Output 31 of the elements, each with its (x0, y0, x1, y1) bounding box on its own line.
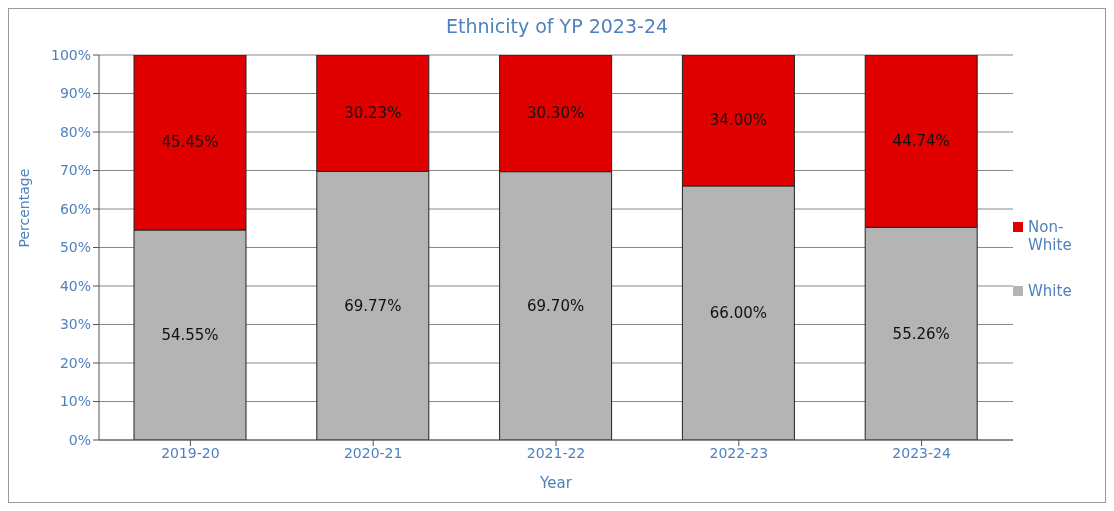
y-tick-label: 40% (59, 277, 91, 294)
data-label: 69.70% (527, 296, 585, 315)
y-tick-label: 30% (59, 316, 91, 333)
y-tick-label: 60% (59, 200, 91, 217)
y-tick-label: 0% (68, 431, 91, 448)
y-tick-label: 90% (59, 85, 91, 102)
legend-label: Non-White (1028, 217, 1073, 254)
y-tick-label: 80% (59, 123, 91, 140)
y-tick-label: 50% (59, 239, 91, 256)
data-label: 44.74% (892, 132, 950, 151)
x-axis-title: Year (539, 474, 573, 492)
y-tick-label: 20% (59, 354, 91, 371)
x-tick-label: 2021-22 (526, 444, 586, 461)
data-label: 45.45% (161, 133, 219, 152)
data-label: 55.26% (892, 324, 950, 343)
data-label: 54.55% (161, 325, 219, 344)
y-tick-label: 70% (59, 162, 91, 179)
text: White (1028, 281, 1073, 300)
data-label: 34.00% (709, 111, 767, 130)
data-label: 30.23% (344, 104, 402, 123)
y-axis-title: Percentage (15, 168, 32, 248)
x-tick-label: 2023-24 (892, 444, 951, 461)
x-tick-label: 2020-21 (343, 444, 403, 461)
data-label: 69.77% (344, 296, 402, 315)
x-tick-label: 2019-20 (161, 444, 220, 461)
x-tick-label: 2022-23 (709, 444, 769, 461)
data-label: 30.30% (527, 104, 585, 123)
chart-title: Ethnicity of YP 2023-24 (444, 14, 670, 39)
data-label: 66.00% (709, 303, 767, 322)
y-tick-label: 100% (50, 46, 91, 63)
y-tick-label: 10% (59, 393, 91, 410)
